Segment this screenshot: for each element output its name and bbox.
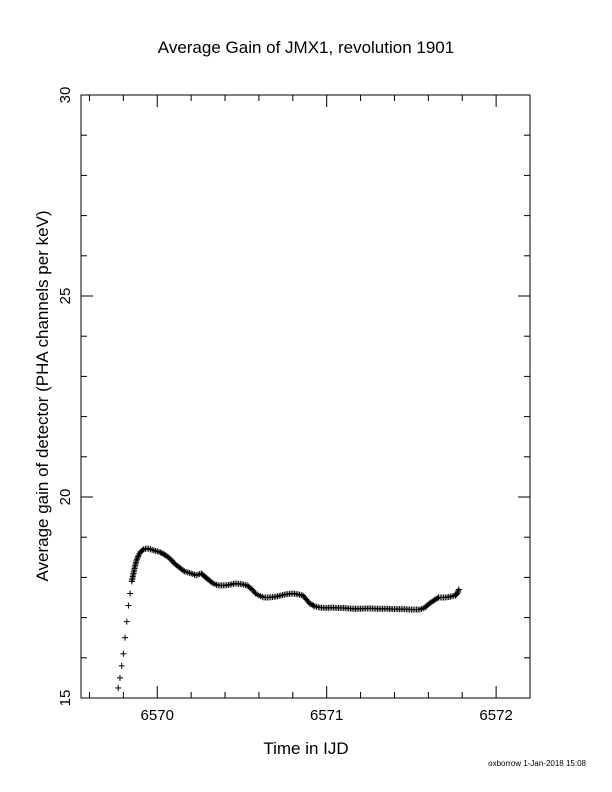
- y-tick-label: 20: [57, 489, 74, 506]
- x-tick-label: 6571: [310, 707, 343, 724]
- data-point: [157, 549, 164, 556]
- data-point: [116, 674, 123, 681]
- data-point: [310, 602, 317, 609]
- data-point: [135, 553, 142, 560]
- data-point: [115, 684, 122, 691]
- chart-title: Average Gain of JMX1, revolution 1901: [158, 38, 454, 57]
- data-point: [127, 590, 134, 597]
- data-points: [115, 545, 462, 691]
- data-point: [125, 602, 132, 609]
- data-point: [133, 556, 140, 563]
- data-point: [454, 589, 461, 596]
- axis-ticks: [81, 94, 531, 699]
- y-axis-label: Average gain of detector (PHA channels p…: [33, 210, 52, 581]
- data-point: [455, 587, 462, 594]
- y-tick-label: 15: [57, 690, 74, 707]
- data-point: [134, 554, 141, 561]
- x-tick-label: 6570: [141, 707, 174, 724]
- x-axis-label: Time in IJD: [263, 739, 348, 758]
- x-tick-labels: 6570 6571 6572: [141, 707, 513, 724]
- y-tick-label: 25: [57, 288, 74, 305]
- data-point: [306, 600, 313, 607]
- data-point: [139, 547, 146, 554]
- data-point: [158, 550, 165, 557]
- y-tick-label: 30: [57, 87, 74, 104]
- data-point: [123, 618, 130, 625]
- data-point: [454, 590, 461, 597]
- data-point: [455, 586, 462, 593]
- data-point: [308, 601, 315, 608]
- data-point: [120, 650, 127, 657]
- data-point: [118, 662, 125, 669]
- footer-stamp: oxborrow 1-Jan-2018 15:08: [488, 759, 586, 768]
- data-point: [160, 550, 167, 557]
- y-tick-labels: 15 20 25 30: [57, 87, 74, 707]
- data-point: [434, 595, 441, 602]
- x-tick-label: 6572: [479, 707, 512, 724]
- data-point: [122, 634, 129, 641]
- data-point: [309, 601, 316, 608]
- plot-frame: [80, 94, 531, 699]
